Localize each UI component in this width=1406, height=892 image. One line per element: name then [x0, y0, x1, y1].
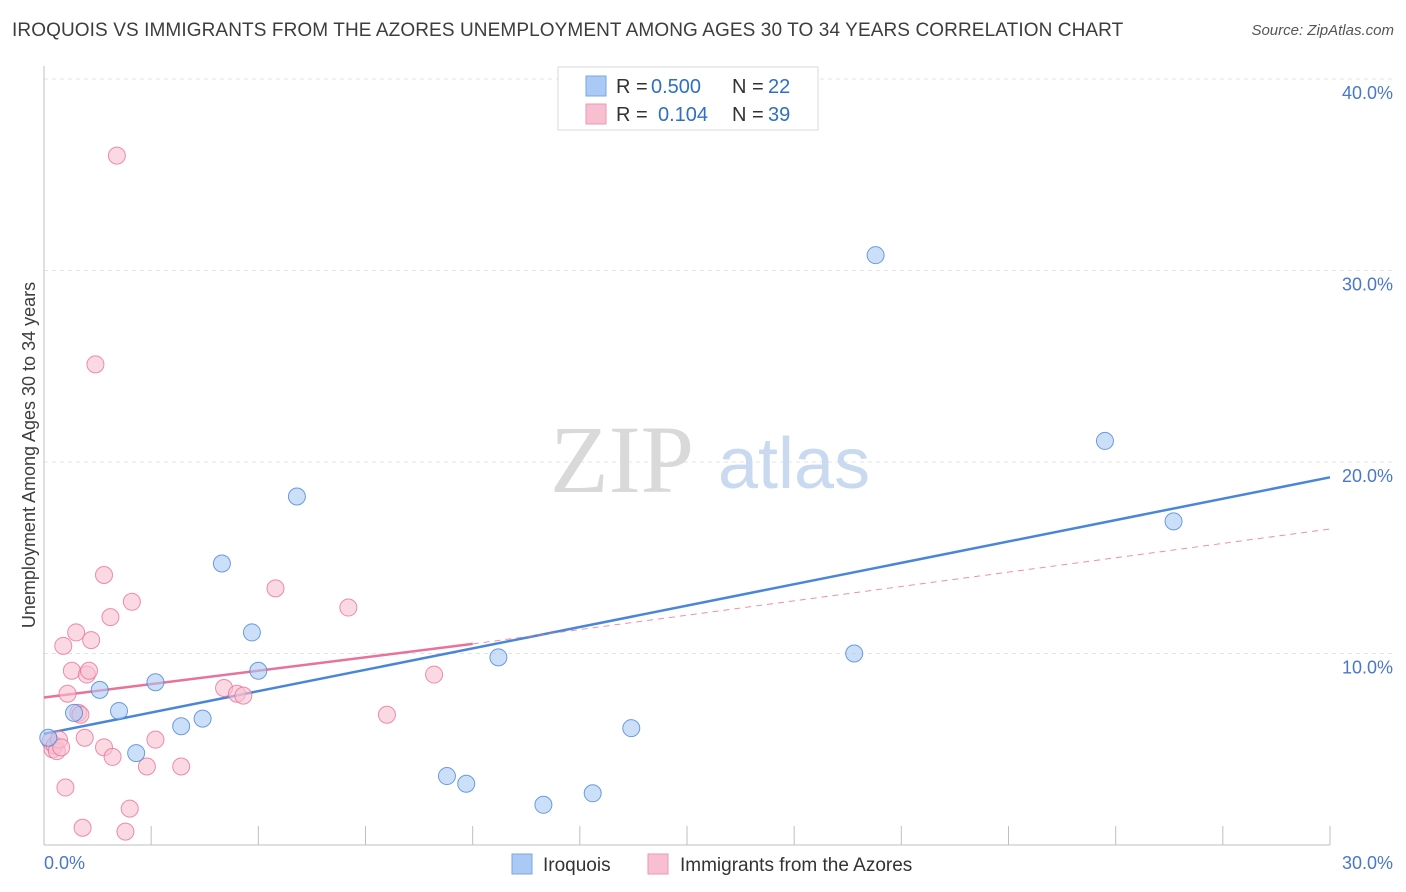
point-azores-17	[82, 631, 101, 650]
legend-n-value-1: 22	[768, 76, 790, 98]
point-iroquois-9	[242, 623, 261, 642]
point-iroquois-12	[437, 767, 456, 786]
point-azores-32	[234, 686, 253, 705]
point-azores-21	[101, 608, 120, 627]
point-iroquois-1	[65, 703, 84, 722]
point-iroquois-18	[845, 644, 864, 663]
bottom-legend-swatch-azores	[647, 853, 669, 875]
point-azores-20	[95, 565, 114, 584]
point-azores-9	[62, 661, 81, 680]
point-azores-34	[339, 598, 358, 617]
watermark-zip: ZIP	[550, 406, 694, 513]
grid-lines	[44, 78, 1392, 654]
watermark-atlas: atlas	[718, 424, 870, 504]
legend-swatch-iroquois	[585, 75, 607, 97]
bottom-legend-label-iroquois: Iroquois	[543, 855, 611, 876]
point-iroquois-6	[172, 717, 191, 736]
y-tick-label-30: 30.0%	[1342, 275, 1393, 295]
x-tick-label-max: 30.0%	[1342, 853, 1393, 873]
point-azores-6	[54, 636, 73, 655]
point-iroquois-16	[583, 784, 602, 803]
legend-r-value-2: 0.104	[658, 104, 708, 126]
point-iroquois-3	[110, 701, 129, 720]
point-azores-36	[425, 665, 444, 684]
x-tick-label-min: 0.0%	[44, 853, 85, 873]
point-azores-25	[122, 592, 141, 611]
point-iroquois-13	[457, 774, 476, 793]
legend-r-value-1: 0.500	[651, 76, 701, 98]
point-azores-8	[58, 684, 77, 703]
legend-r-label-2: R =	[616, 104, 648, 126]
trend-line-0	[43, 476, 1331, 736]
point-azores-35	[377, 705, 396, 724]
y-tick-labels: 10.0% 20.0% 30.0% 40.0%	[1342, 83, 1393, 678]
series-legend: Iroquois Immigrants from the Azores	[511, 853, 912, 876]
point-azores-5	[52, 738, 71, 757]
legend-n-label-1: N =	[732, 76, 764, 98]
point-azores-33	[266, 579, 285, 598]
y-tick-label-10: 10.0%	[1342, 658, 1393, 678]
point-azores-26	[120, 799, 139, 818]
point-azores-23	[107, 146, 126, 165]
point-azores-13	[73, 818, 92, 837]
point-azores-14	[75, 728, 94, 747]
point-azores-10	[67, 623, 86, 642]
bottom-legend-swatch-iroquois	[511, 853, 533, 875]
point-azores-22	[103, 747, 122, 766]
point-azores-18	[86, 355, 105, 374]
point-azores-29	[172, 757, 191, 776]
point-iroquois-2	[90, 680, 109, 699]
y-axis-label: Unemployment Among Ages 30 to 34 years	[19, 282, 39, 628]
point-azores-27	[137, 757, 156, 776]
point-iroquois-8	[212, 554, 231, 573]
data-points	[39, 146, 1183, 841]
point-iroquois-19	[866, 246, 885, 265]
y-tick-label-40: 40.0%	[1342, 83, 1393, 103]
legend-r-label-1: R =	[616, 76, 648, 98]
correlation-legend: R = 0.500 N = 22 R = 0.104 N = 39	[557, 66, 819, 131]
point-iroquois-15	[534, 795, 553, 814]
trend-extension-1	[472, 528, 1331, 645]
legend-n-label-2: N =	[732, 104, 764, 126]
point-azores-7	[56, 778, 75, 797]
point-iroquois-20	[1095, 431, 1114, 450]
point-iroquois-17	[622, 719, 641, 738]
legend-swatch-azores	[585, 103, 607, 125]
point-iroquois-10	[249, 661, 268, 680]
y-tick-label-20: 20.0%	[1342, 466, 1393, 486]
bottom-legend-label-azores: Immigrants from the Azores	[680, 855, 912, 876]
point-iroquois-14	[489, 648, 508, 667]
point-iroquois-21	[1164, 512, 1183, 531]
point-iroquois-4	[127, 744, 146, 763]
legend-n-value-2: 39	[768, 104, 790, 126]
point-iroquois-11	[287, 487, 306, 506]
point-azores-24	[116, 822, 135, 841]
source-label: Source: ZipAtlas.com	[1251, 22, 1394, 39]
x-axis-ticks	[43, 826, 1331, 845]
point-iroquois-0	[39, 728, 58, 747]
point-iroquois-5	[146, 673, 165, 692]
point-azores-16	[80, 661, 99, 680]
point-iroquois-7	[193, 709, 212, 728]
chart-title: IROQUOIS VS IMMIGRANTS FROM THE AZORES U…	[12, 20, 1124, 41]
point-azores-28	[146, 730, 165, 749]
